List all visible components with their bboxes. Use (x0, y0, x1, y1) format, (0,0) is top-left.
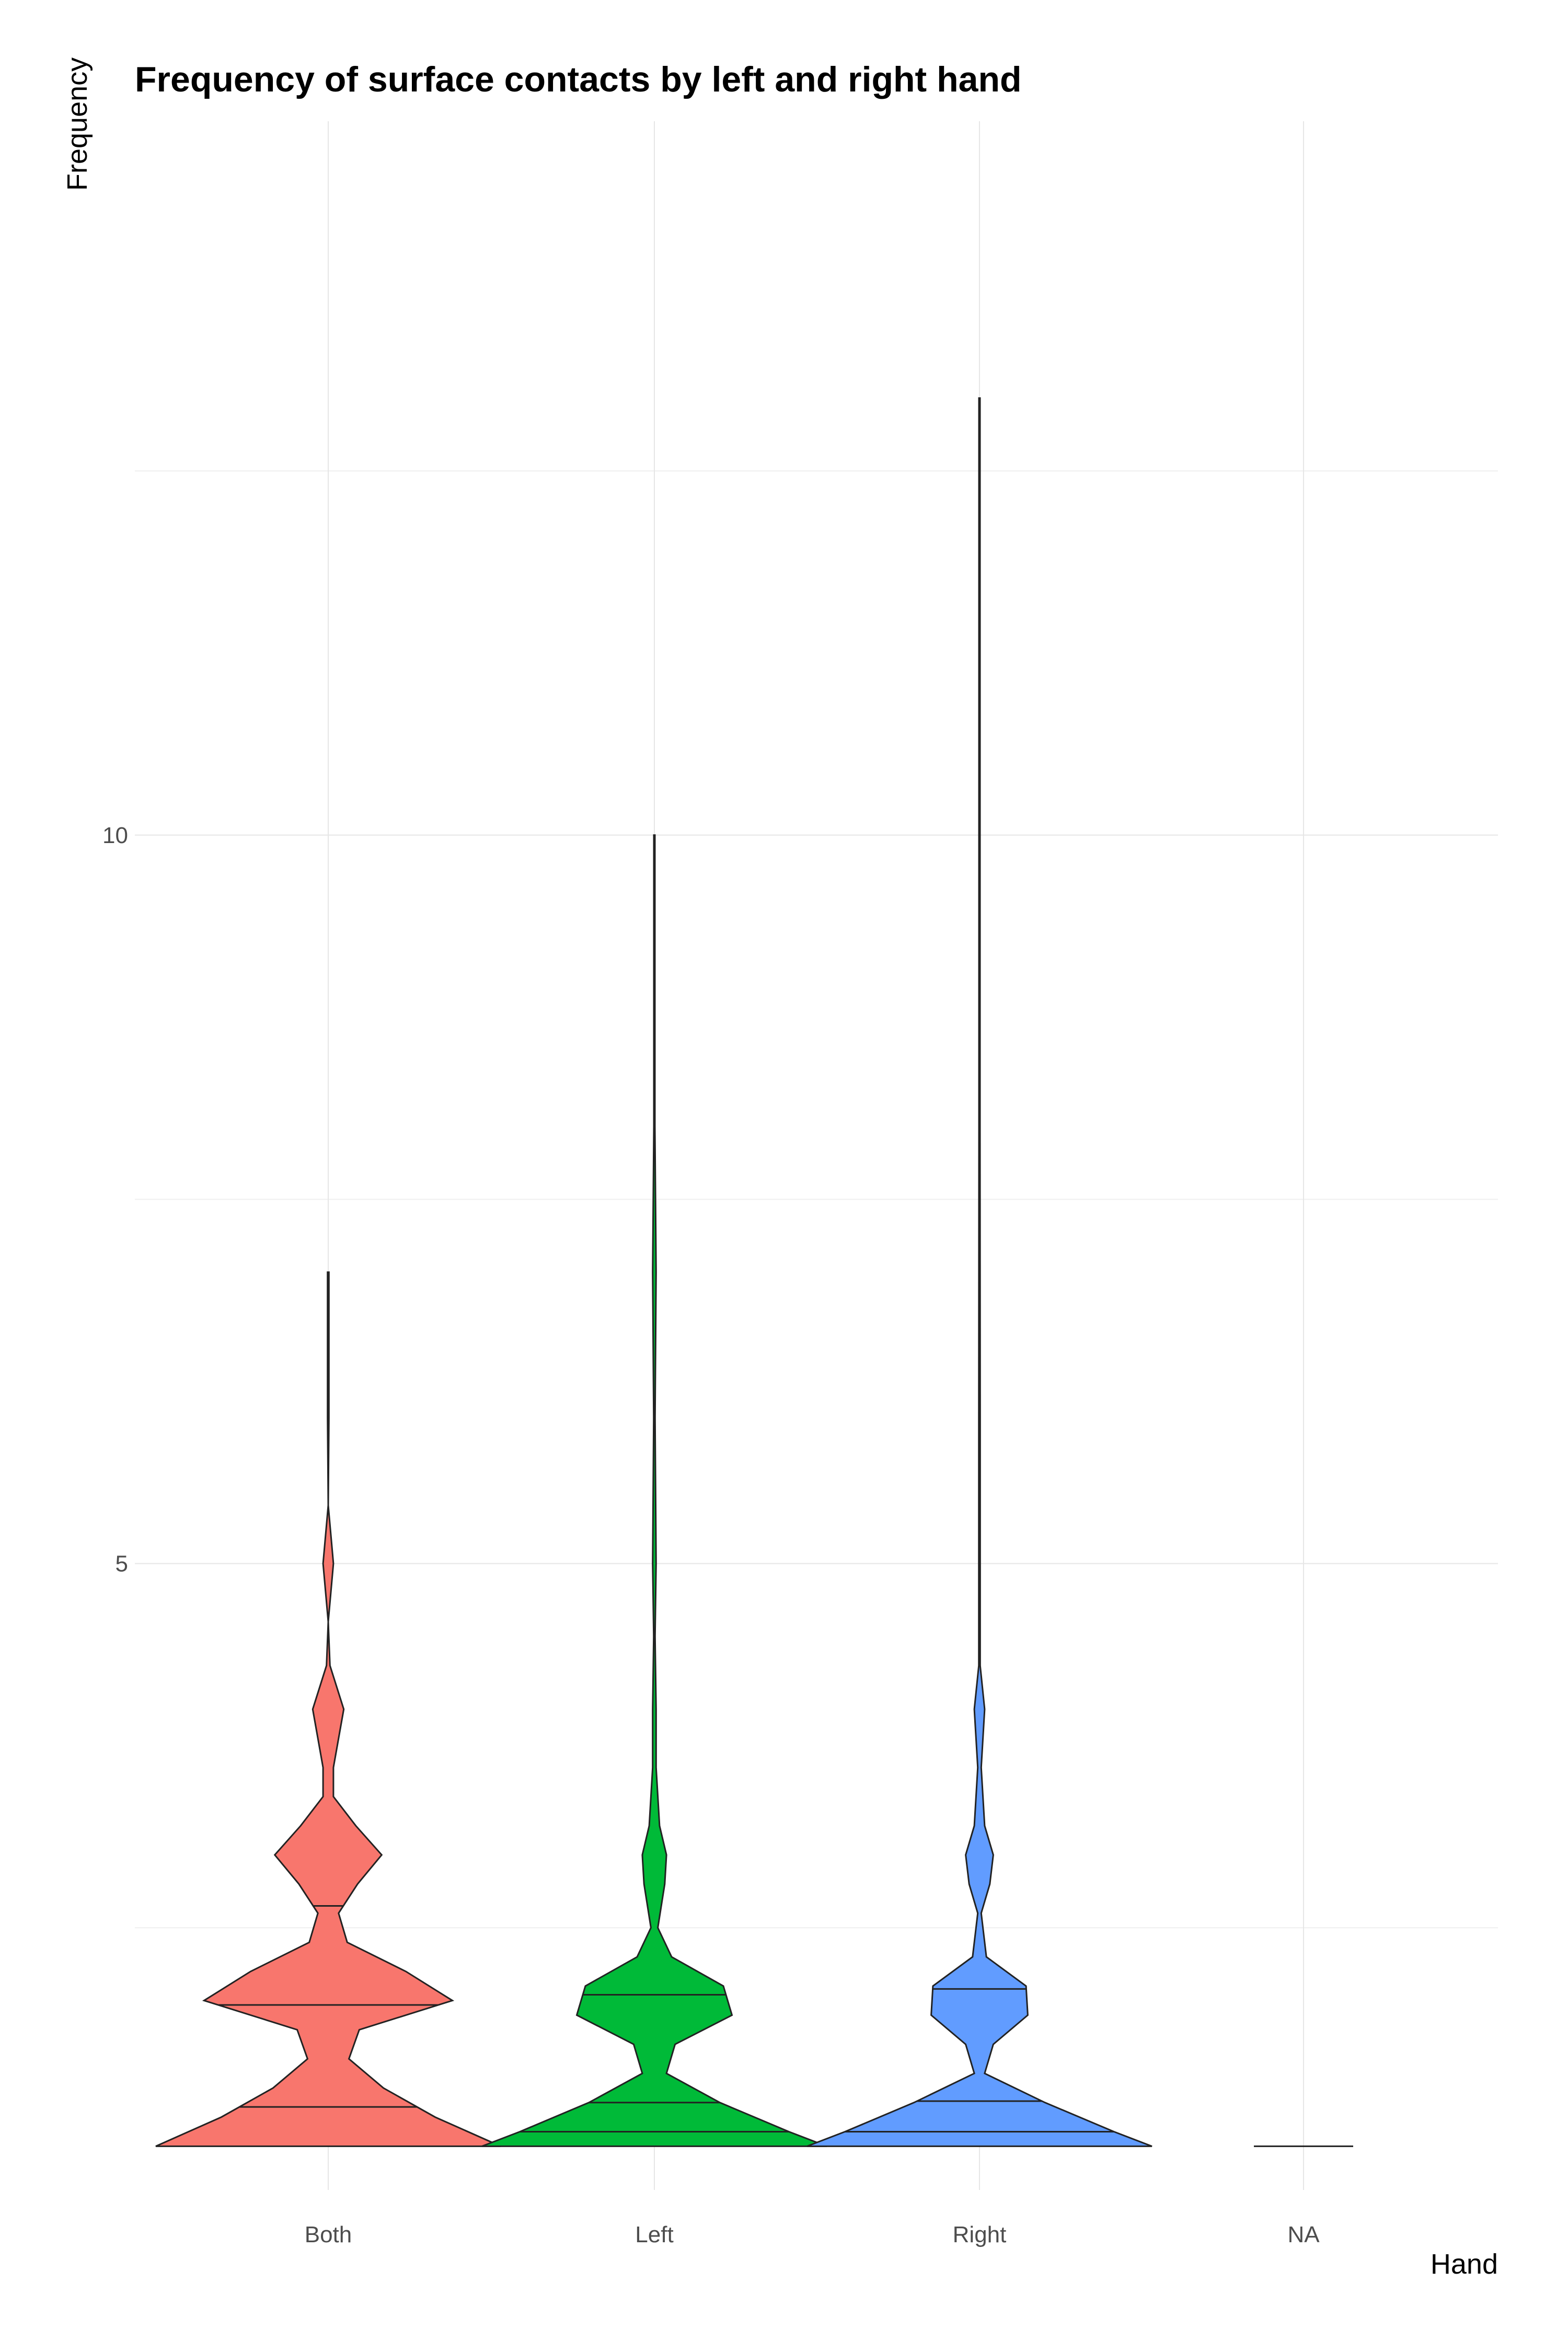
x-tick-label-both: Both (305, 2222, 352, 2247)
x-tick-labels: Both Left Right NA (305, 2222, 1320, 2247)
x-tick-label-left: Left (635, 2222, 673, 2247)
violin-right (806, 397, 1152, 2147)
y-tick-label: 5 (116, 1551, 128, 1576)
chart-title: Frequency of surface contacts by left an… (135, 60, 1022, 99)
x-tick-label-na: NA (1287, 2222, 1320, 2247)
violin-both (155, 1271, 501, 2147)
y-tick-label: 10 (102, 823, 128, 848)
violin-layer (155, 397, 1353, 2147)
x-tick-label-right: Right (953, 2222, 1007, 2247)
y-tick-labels: 5 10 (102, 823, 128, 1577)
violin-left (481, 834, 827, 2147)
x-axis-title: Hand (1431, 2249, 1498, 2280)
y-axis-title: Frequency (62, 57, 93, 191)
